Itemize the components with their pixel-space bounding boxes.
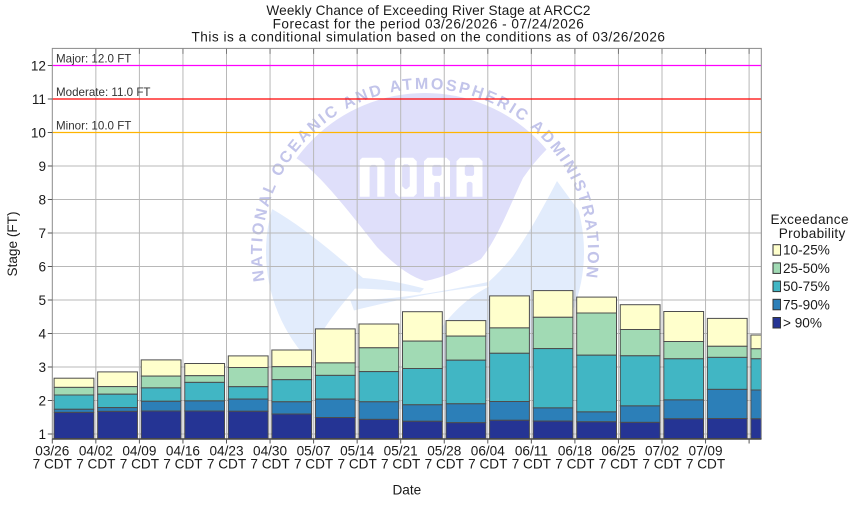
svg-text:04/09: 04/09 [122,443,156,458]
svg-text:3: 3 [38,360,46,375]
svg-text:12: 12 [31,58,46,73]
svg-text:05/21: 05/21 [384,443,418,458]
svg-text:04/16: 04/16 [166,443,200,458]
svg-text:7 CDT: 7 CDT [555,457,594,472]
svg-text:7 CDT: 7 CDT [512,457,551,472]
svg-text:Forecast for the period 03/26/: Forecast for the period 03/26/2026 - 07/… [273,16,585,31]
svg-text:06/18: 06/18 [558,443,592,458]
svg-text:7 CDT: 7 CDT [642,457,681,472]
svg-text:7 CDT: 7 CDT [120,457,159,472]
svg-text:7 CDT: 7 CDT [686,457,725,472]
svg-text:Major: 12.0 FT: Major: 12.0 FT [56,53,131,66]
svg-text:7 CDT: 7 CDT [425,457,464,472]
svg-text:7 CDT: 7 CDT [294,457,333,472]
svg-text:Probability: Probability [779,226,846,241]
svg-text:Exceedance: Exceedance [771,212,849,227]
svg-text:2: 2 [38,393,46,408]
svg-text:Stage (FT): Stage (FT) [5,212,20,277]
svg-text:07/09: 07/09 [689,443,723,458]
svg-text:7 CDT: 7 CDT [599,457,638,472]
svg-text:06/04: 06/04 [471,443,505,458]
svg-text:04/23: 04/23 [209,443,243,458]
svg-text:8: 8 [38,192,46,207]
svg-text:07/02: 07/02 [645,443,679,458]
svg-text:7 CDT: 7 CDT [33,457,72,472]
svg-text:Weekly Chance of Exceeding Riv: Weekly Chance of Exceeding River Stage a… [266,3,590,18]
svg-text:7 CDT: 7 CDT [250,457,289,472]
svg-text:Minor: 10.0 FT: Minor: 10.0 FT [56,120,131,133]
svg-text:05/28: 05/28 [427,443,461,458]
svg-text:75-90%: 75-90% [783,297,830,312]
svg-text:05/07: 05/07 [297,443,331,458]
svg-text:10-25%: 10-25% [783,243,830,258]
svg-text:7 CDT: 7 CDT [76,457,115,472]
svg-text:10: 10 [31,125,47,140]
svg-text:06/25: 06/25 [601,443,635,458]
svg-text:05/14: 05/14 [340,443,374,458]
svg-text:7 CDT: 7 CDT [163,457,202,472]
svg-text:6: 6 [38,259,46,274]
svg-text:7 CDT: 7 CDT [207,457,246,472]
svg-text:04/02: 04/02 [79,443,113,458]
svg-text:04/30: 04/30 [253,443,287,458]
svg-text:7: 7 [38,226,46,241]
svg-text:7 CDT: 7 CDT [338,457,377,472]
svg-text:> 90%: > 90% [783,316,822,331]
svg-text:4: 4 [38,326,46,341]
svg-text:9: 9 [38,159,46,174]
svg-text:06/11: 06/11 [515,443,548,458]
svg-text:Date: Date [392,483,421,498]
svg-text:7 CDT: 7 CDT [468,457,507,472]
svg-text:03/26: 03/26 [35,443,69,458]
svg-text:This is a conditional simulati: This is a conditional simulation based o… [191,30,665,45]
svg-text:5: 5 [38,293,46,308]
svg-text:25-50%: 25-50% [783,261,830,276]
svg-text:1: 1 [38,427,46,442]
svg-text:Moderate: 11.0 FT: Moderate: 11.0 FT [56,86,151,99]
svg-text:11: 11 [32,92,46,107]
svg-text:50-75%: 50-75% [783,279,830,294]
svg-text:7 CDT: 7 CDT [381,457,420,472]
